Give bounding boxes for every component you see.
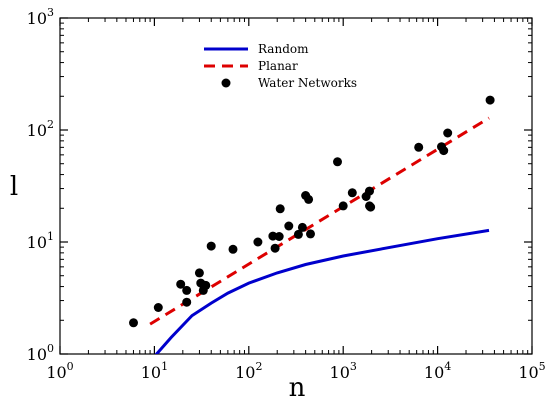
legend-swatch: [221, 78, 231, 88]
water-network-point: [176, 279, 186, 289]
water-network-point: [306, 229, 315, 239]
water-network-point: [293, 229, 303, 239]
water-network-point: [201, 280, 211, 290]
water-network-point: [333, 157, 342, 167]
water-network-point: [253, 237, 263, 247]
legend-label: Water Networks: [258, 76, 357, 90]
water-network-point: [338, 201, 348, 211]
legend-label: Random: [258, 42, 309, 56]
water-network-point: [284, 221, 294, 231]
legend-label: Planar: [258, 59, 298, 73]
water-network-point: [275, 204, 285, 214]
water-network-point: [485, 95, 495, 105]
water-network-point: [274, 232, 284, 241]
water-network-point: [270, 243, 280, 253]
legend-layer: Random Planar Water Networks: [204, 42, 357, 90]
series-line-planar: [149, 116, 490, 326]
y-axis-label: l: [10, 172, 18, 202]
water-network-point: [365, 186, 374, 196]
x-tick-label: 102: [235, 360, 262, 382]
x-tick-label: 103: [330, 360, 357, 382]
water-network-point: [206, 241, 216, 251]
water-network-point: [414, 142, 424, 152]
plot-frame: [59, 17, 533, 355]
water-network-point: [304, 194, 314, 204]
water-network-point: [228, 244, 238, 254]
water-network-point: [182, 285, 192, 295]
water-network-point: [194, 268, 204, 278]
y-tick-label: 102: [27, 118, 54, 140]
y-tick-label: 100: [27, 342, 54, 364]
y-tick-label: 103: [27, 6, 54, 28]
series-layer: [129, 95, 495, 354]
y-tick-label: 101: [27, 230, 54, 252]
water-network-point: [439, 146, 449, 156]
x-tick-label: 101: [141, 360, 168, 382]
water-network-point: [297, 222, 307, 232]
x-axis-label: n: [289, 373, 306, 403]
water-network-point: [129, 318, 138, 328]
water-network-point: [347, 188, 357, 198]
axes-layer: 100 101 102 103 104 105 100 101 102 103: [27, 6, 546, 382]
series-line-random: [154, 228, 490, 354]
x-tick-label: 104: [424, 360, 451, 382]
water-network-point: [182, 297, 192, 307]
water-network-point: [153, 303, 163, 312]
x-tick-label: 105: [518, 360, 545, 382]
water-network-point: [366, 202, 376, 212]
x-tick-label: 100: [46, 360, 73, 382]
water-network-point: [443, 128, 453, 138]
